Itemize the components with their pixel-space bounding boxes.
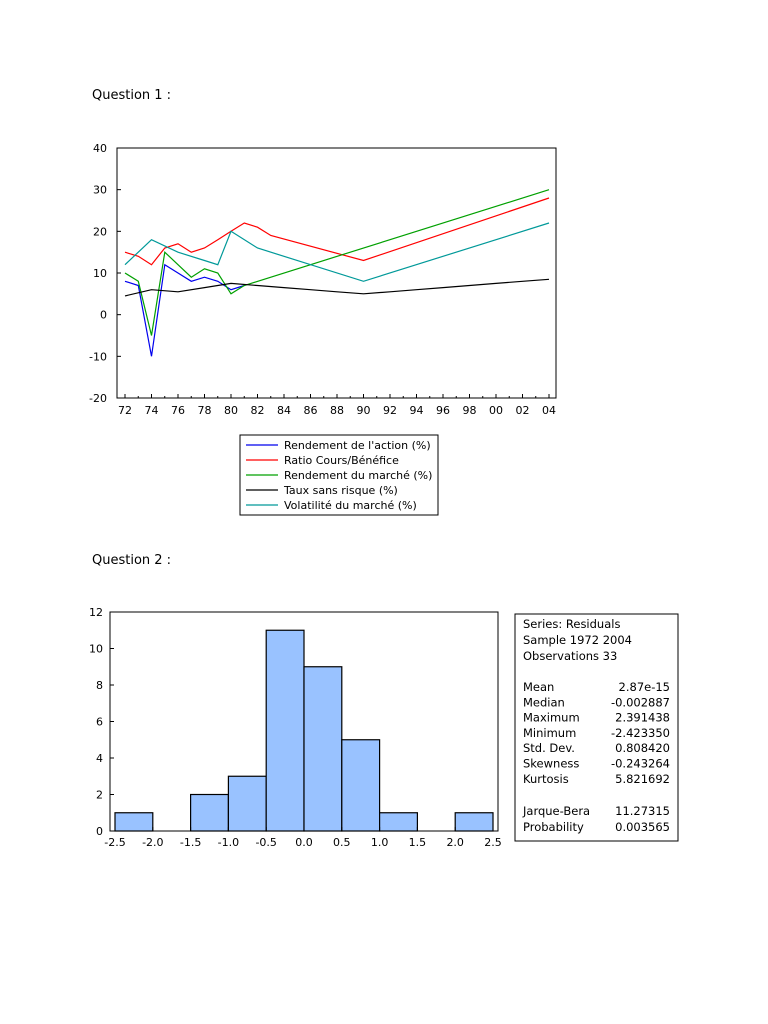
stats-label: Minimum (523, 726, 576, 740)
stats-label: Kurtosis (523, 772, 569, 786)
y-tick-label: 2 (96, 789, 103, 802)
legend-label: Volatilité du marché (%) (284, 499, 417, 512)
histogram-bar (454, 812, 494, 832)
x-tick-label: 0.0 (295, 836, 313, 849)
y-tick-label: 30 (93, 184, 107, 197)
stats-header-line: Series: Residuals (523, 617, 620, 631)
y-tick-label: 8 (96, 679, 103, 692)
x-tick-label: 90 (357, 404, 371, 417)
stats-value: 2.391438 (615, 711, 670, 725)
x-tick-label: 0.5 (333, 836, 351, 849)
x-tick-label: -2.5 (104, 836, 125, 849)
histogram-bar (303, 666, 343, 832)
question-1-label: Question 1 : (92, 88, 172, 103)
stats-header-line: Observations 33 (523, 649, 617, 663)
x-tick-label: 86 (304, 404, 318, 417)
y-tick-label: 12 (89, 606, 103, 619)
x-tick-label: 92 (383, 404, 397, 417)
x-tick-label: 98 (463, 404, 477, 417)
stats-label: Maximum (523, 711, 580, 725)
x-tick-label: 1.5 (409, 836, 427, 849)
stats-label: Median (523, 695, 565, 709)
y-tick-label: 0 (100, 309, 107, 322)
histogram-bar (114, 812, 154, 832)
stats-label: Skewness (523, 757, 579, 771)
y-tick-label: 40 (93, 142, 107, 155)
x-tick-label: 94 (410, 404, 424, 417)
x-tick-label: 82 (251, 404, 265, 417)
y-tick-label: -10 (89, 350, 107, 363)
x-tick-label: 1.0 (371, 836, 389, 849)
series-line (124, 189, 550, 336)
legend-label: Rendement du marché (%) (284, 469, 432, 482)
y-tick-label: 20 (93, 225, 107, 238)
x-tick-label: 80 (224, 404, 238, 417)
series-line (124, 263, 245, 357)
histogram-bar (227, 775, 267, 832)
y-tick-label: -20 (89, 392, 107, 405)
stats-value: 0.808420 (615, 741, 670, 755)
stats-box-frame (514, 613, 679, 842)
legend-label: Taux sans risque (%) (283, 484, 398, 497)
stats-header-line: Sample 1972 2004 (523, 633, 632, 647)
x-tick-label: 04 (542, 404, 556, 417)
histogram-bar (379, 812, 419, 832)
x-tick-label: 02 (516, 404, 530, 417)
series-line (124, 222, 550, 282)
x-tick-label: 74 (145, 404, 159, 417)
legend-label: Ratio Cours/Bénéfice (284, 454, 399, 467)
stats-value: -0.243264 (611, 757, 670, 771)
x-tick-label: 96 (436, 404, 450, 417)
stats-label: Mean (523, 680, 554, 694)
histogram-bar (190, 793, 230, 832)
y-tick-label: 10 (93, 267, 107, 280)
x-tick-label: 00 (489, 404, 503, 417)
stats-label: Std. Dev. (523, 741, 575, 755)
stats-value: 11.27315 (615, 804, 670, 818)
question-2-label: Question 2 : (92, 553, 172, 568)
y-tick-label: 0 (96, 825, 103, 838)
stats-value: 2.87e-15 (619, 680, 670, 694)
x-tick-label: 88 (330, 404, 344, 417)
y-tick-label: 10 (89, 643, 103, 656)
x-tick-label: 2.5 (484, 836, 502, 849)
stats-label: Probability (523, 820, 584, 834)
x-tick-label: 78 (198, 404, 212, 417)
y-tick-label: 4 (96, 752, 103, 765)
series-line (124, 278, 550, 297)
x-tick-label: -1.5 (180, 836, 201, 849)
x-tick-label: 76 (171, 404, 185, 417)
x-tick-label: -0.5 (255, 836, 276, 849)
x-tick-label: 2.0 (446, 836, 464, 849)
series-line (124, 197, 550, 266)
stats-value: -0.002887 (611, 695, 670, 709)
stats-label: Jarque-Bera (522, 804, 590, 818)
histogram-bar (341, 739, 381, 832)
x-tick-label: -1.0 (218, 836, 239, 849)
stats-value: 5.821692 (615, 772, 670, 786)
y-tick-label: 6 (96, 716, 103, 729)
stats-value: 0.003565 (615, 820, 670, 834)
stats-value: -2.423350 (611, 726, 670, 740)
x-tick-label: -2.0 (142, 836, 163, 849)
x-tick-label: 84 (277, 404, 291, 417)
x-tick-label: 72 (118, 404, 132, 417)
legend-label: Rendement de l'action (%) (284, 439, 431, 452)
